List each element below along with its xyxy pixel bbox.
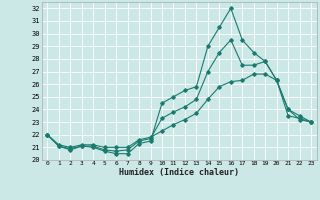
X-axis label: Humidex (Indice chaleur): Humidex (Indice chaleur): [119, 168, 239, 177]
